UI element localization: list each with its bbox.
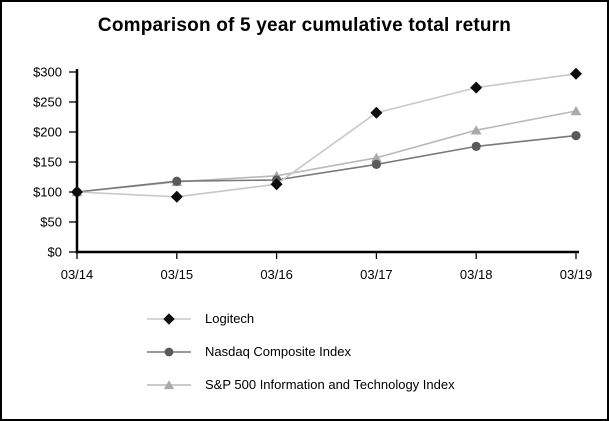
triangle-marker-icon bbox=[147, 379, 191, 389]
legend-label: S&P 500 Information and Technology Index bbox=[205, 377, 455, 392]
circle-marker-icon bbox=[147, 347, 191, 356]
svg-text:03/15: 03/15 bbox=[161, 267, 194, 282]
svg-text:$300: $300 bbox=[33, 65, 62, 80]
legend-item-logitech: Logitech bbox=[147, 302, 455, 335]
legend-item-nasdaq: Nasdaq Composite Index bbox=[147, 335, 455, 368]
svg-text:03/18: 03/18 bbox=[460, 267, 493, 282]
legend-label: Nasdaq Composite Index bbox=[205, 344, 351, 359]
svg-text:$100: $100 bbox=[33, 185, 62, 200]
legend-item-sp500-it: S&P 500 Information and Technology Index bbox=[147, 368, 455, 401]
svg-text:03/14: 03/14 bbox=[61, 267, 94, 282]
plot-area: $0 $50 $100 $150 $200 $250 $300 03/14 03/15 03/16… bbox=[33, 65, 593, 283]
diamond-marker-icon bbox=[147, 312, 191, 325]
svg-text:$200: $200 bbox=[33, 125, 62, 140]
svg-text:$0: $0 bbox=[48, 245, 62, 260]
svg-text:$150: $150 bbox=[33, 155, 62, 170]
svg-text:$50: $50 bbox=[40, 215, 62, 230]
svg-text:03/19: 03/19 bbox=[560, 267, 593, 282]
svg-text:03/16: 03/16 bbox=[260, 267, 293, 282]
chart-title: Comparison of 5 year cumulative total re… bbox=[97, 15, 512, 36]
chart-legend: Logitech Nasdaq Composite Index S&P 500 … bbox=[147, 302, 455, 401]
svg-text:$250: $250 bbox=[33, 95, 62, 110]
legend-label: Logitech bbox=[205, 311, 255, 326]
svg-text:03/17: 03/17 bbox=[360, 267, 393, 282]
